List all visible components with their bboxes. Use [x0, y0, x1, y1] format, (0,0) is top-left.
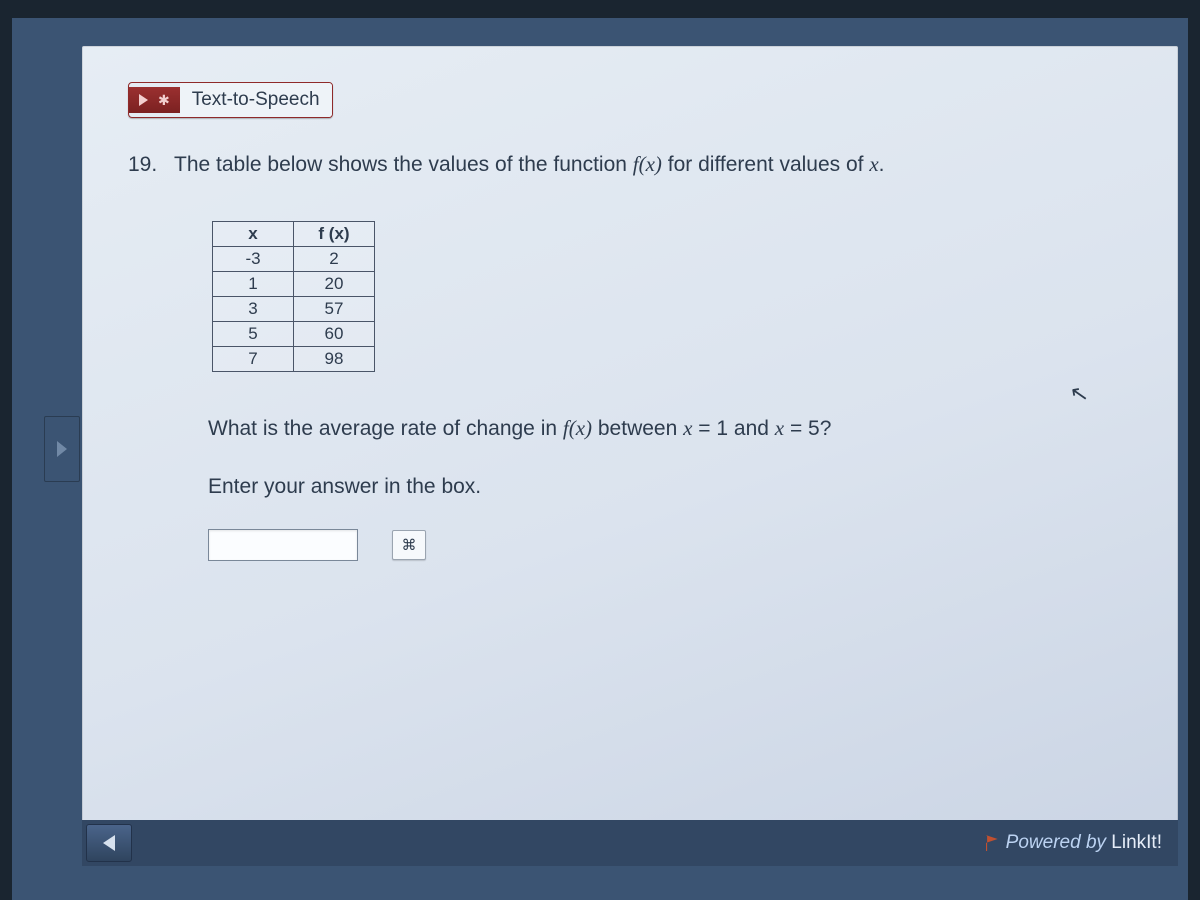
keypad-icon: ⌘	[402, 536, 417, 554]
table-row: -3 2	[213, 247, 375, 272]
table-header-fx: f (x)	[294, 222, 375, 247]
table-cell-fx: 57	[294, 297, 375, 322]
table-cell-x: -3	[213, 247, 294, 272]
panel-expand-handle[interactable]	[44, 416, 80, 482]
table-cell-x: 1	[213, 272, 294, 297]
table-cell-fx: 20	[294, 272, 375, 297]
question-intro: The table below shows the values of the …	[174, 152, 885, 177]
cursor-icon: ↖	[1067, 380, 1090, 409]
arrow-left-icon	[103, 835, 115, 851]
table-row: 1 20	[213, 272, 375, 297]
tts-label: Text-to-Speech	[180, 83, 332, 117]
fx-notation: f(x)	[563, 416, 592, 440]
table-row: 7 98	[213, 347, 375, 372]
powered-prefix: Powered by	[1006, 832, 1112, 853]
sub-question: What is the average rate of change in f(…	[208, 416, 1136, 441]
powered-by-label: Powered by LinkIt!	[986, 832, 1162, 854]
answer-instruction: Enter your answer in the box.	[208, 475, 1136, 499]
question-number: 19.	[128, 153, 160, 177]
table-cell-fx: 2	[294, 247, 375, 272]
app-chrome: ✱ Text-to-Speech 19. The table below sho…	[12, 18, 1188, 900]
brand-name: LinkIt!	[1111, 832, 1162, 853]
subq-eq2: = 5?	[784, 417, 831, 440]
subq-text: What is the average rate of change in	[208, 417, 563, 440]
question-intro-text: The table below shows the values of the …	[174, 153, 633, 176]
chevron-right-icon	[57, 441, 67, 457]
table-cell-x: 3	[213, 297, 294, 322]
math-keypad-button[interactable]: ⌘	[392, 530, 426, 560]
monitor-frame: ✱ Text-to-Speech 19. The table below sho…	[0, 0, 1200, 900]
question-panel: ✱ Text-to-Speech 19. The table below sho…	[82, 46, 1178, 866]
tts-controls: ✱	[129, 87, 180, 113]
text-to-speech-button[interactable]: ✱ Text-to-Speech	[128, 82, 333, 118]
answer-row: ⌘	[208, 529, 1136, 561]
answer-input[interactable]	[208, 529, 358, 561]
function-table: x f (x) -3 2 1 20 3 57	[212, 221, 375, 372]
table-header-x: x	[213, 222, 294, 247]
bottom-toolbar: Powered by LinkIt!	[82, 820, 1178, 866]
x-var: x	[869, 152, 878, 176]
table-cell-x: 7	[213, 347, 294, 372]
subq-text-2: between	[592, 417, 683, 440]
x-var: x	[775, 416, 784, 440]
table-row: 5 60	[213, 322, 375, 347]
table-cell-fx: 98	[294, 347, 375, 372]
question-intro-period: .	[879, 153, 885, 176]
table-cell-fx: 60	[294, 322, 375, 347]
flag-icon	[986, 835, 998, 851]
table-row: 3 57	[213, 297, 375, 322]
question-header: 19. The table below shows the values of …	[128, 152, 1136, 177]
question-intro-text-2: for different values of	[662, 153, 869, 176]
play-icon[interactable]	[139, 94, 148, 106]
subq-eq1: = 1 and	[692, 417, 774, 440]
table-cell-x: 5	[213, 322, 294, 347]
previous-button[interactable]	[86, 824, 132, 862]
table-header-row: x f (x)	[213, 222, 375, 247]
fx-notation: f(x)	[633, 152, 662, 176]
gear-icon[interactable]: ✱	[158, 93, 170, 107]
